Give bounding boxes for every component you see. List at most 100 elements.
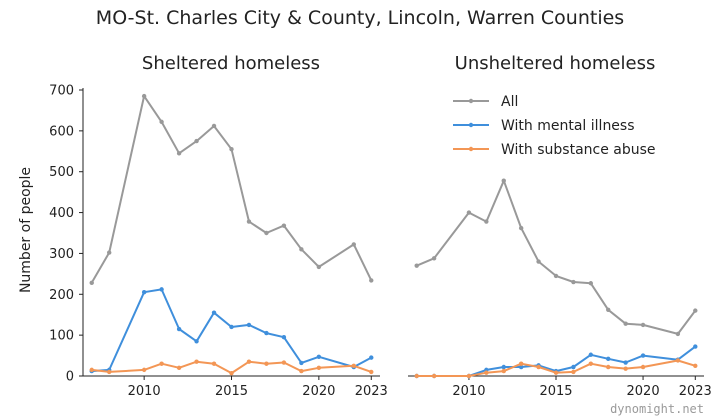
data-point-with-mental-illness (247, 323, 251, 327)
data-point-all (536, 259, 540, 263)
data-point-all (502, 179, 506, 183)
data-point-with-substance-abuse (554, 371, 558, 375)
data-point-with-substance-abuse (676, 358, 680, 362)
series-lines-sheltered (90, 94, 374, 375)
data-point-with-mental-illness (589, 353, 593, 357)
data-point-with-mental-illness (194, 339, 198, 343)
data-point-with-substance-abuse (194, 360, 198, 364)
data-point-with-substance-abuse (606, 365, 610, 369)
data-point-with-mental-illness (317, 355, 321, 359)
data-point-with-substance-abuse (229, 371, 233, 375)
x-tick-label: 2015 (539, 384, 572, 399)
data-point-with-substance-abuse (317, 366, 321, 370)
data-point-with-mental-illness (693, 344, 697, 348)
data-point-all (299, 247, 303, 251)
watermark: dynomight.net (610, 402, 704, 416)
data-point-with-substance-abuse (571, 370, 575, 374)
series-line-all-unsheltered (417, 181, 696, 334)
data-point-all (142, 94, 146, 98)
data-point-with-substance-abuse (90, 368, 94, 372)
data-point-all (432, 256, 436, 260)
panel-title-unsheltered: Unsheltered homeless (455, 53, 656, 74)
legend-marker-with-substance-abuse (469, 147, 473, 151)
legend: All With mental illness With substance abu… (453, 94, 656, 158)
x-ticks-sheltered: 2010 2015 2020 2023 (128, 376, 388, 399)
data-point-all (107, 250, 111, 254)
series-line-all-sheltered (92, 96, 372, 283)
data-point-all (229, 147, 233, 151)
data-point-with-substance-abuse (264, 362, 268, 366)
data-point-with-substance-abuse (623, 366, 627, 370)
series-line-with-mental-illness-sheltered (92, 289, 372, 371)
data-point-all (554, 274, 558, 278)
data-point-all (352, 242, 356, 246)
data-point-all (519, 226, 523, 230)
data-point-with-substance-abuse (641, 365, 645, 369)
data-point-with-mental-illness (299, 361, 303, 365)
data-point-with-substance-abuse (502, 369, 506, 373)
y-tick-label: 0 (66, 370, 74, 385)
x-tick-label: 2010 (452, 384, 485, 399)
data-point-all (641, 323, 645, 327)
y-tick-label: 100 (49, 329, 74, 344)
data-point-with-mental-illness (177, 327, 181, 331)
data-point-all (676, 332, 680, 336)
data-point-with-substance-abuse (282, 360, 286, 364)
data-point-with-mental-illness (229, 325, 233, 329)
panel-sheltered: Sheltered homeless Number of people 0 100… (18, 53, 388, 399)
data-point-all (264, 231, 268, 235)
x-tick-label: 2015 (215, 384, 248, 399)
data-point-with-substance-abuse (484, 371, 488, 375)
panel-title-sheltered: Sheltered homeless (142, 53, 320, 74)
data-point-with-substance-abuse (415, 374, 419, 378)
data-point-with-substance-abuse (467, 374, 471, 378)
data-point-with-mental-illness (369, 355, 373, 359)
data-point-with-substance-abuse (519, 362, 523, 366)
data-point-with-substance-abuse (142, 368, 146, 372)
data-point-all (369, 278, 373, 282)
legend-marker-with-mental-illness (469, 123, 473, 127)
data-point-all (247, 219, 251, 223)
x-tick-label: 2020 (302, 384, 335, 399)
data-point-all (194, 139, 198, 143)
legend-label-all: All (501, 94, 518, 110)
data-point-all (606, 308, 610, 312)
x-tick-label: 2010 (128, 384, 161, 399)
data-point-all (623, 322, 627, 326)
data-point-all (484, 219, 488, 223)
legend-label-with-mental-illness: With mental illness (501, 118, 635, 134)
y-tick-label: 500 (49, 165, 74, 180)
legend-marker-all (469, 99, 473, 103)
data-point-with-substance-abuse (589, 362, 593, 366)
data-point-with-substance-abuse (536, 365, 540, 369)
data-point-with-mental-illness (264, 331, 268, 335)
data-point-with-substance-abuse (107, 370, 111, 374)
data-point-all (90, 281, 94, 285)
x-tick-label: 2023 (679, 384, 712, 399)
data-point-with-substance-abuse (177, 366, 181, 370)
x-tick-label: 2023 (355, 384, 388, 399)
data-point-with-substance-abuse (299, 369, 303, 373)
panel-unsheltered: Unsheltered homeless 2010 2015 2020 2023 (408, 53, 712, 399)
legend-label-with-substance-abuse: With substance abuse (501, 142, 656, 158)
data-point-all (467, 210, 471, 214)
data-point-with-substance-abuse (432, 374, 436, 378)
x-ticks-unsheltered: 2010 2015 2020 2023 (452, 376, 711, 399)
data-point-all (571, 280, 575, 284)
data-point-all (282, 223, 286, 227)
data-point-with-mental-illness (142, 290, 146, 294)
y-tick-label: 400 (49, 206, 74, 221)
y-tick-label: 200 (49, 288, 74, 303)
y-ticks-sheltered: 0 100 200 300 400 500 600 700 (49, 84, 83, 385)
data-point-with-mental-illness (212, 310, 216, 314)
data-point-with-mental-illness (641, 353, 645, 357)
data-point-all (415, 263, 419, 267)
y-tick-label: 700 (49, 84, 74, 99)
data-point-all (693, 308, 697, 312)
data-point-all (317, 265, 321, 269)
x-tick-label: 2020 (627, 384, 660, 399)
y-tick-label: 600 (49, 124, 74, 139)
y-axis-label: Number of people (18, 167, 34, 293)
data-point-all (177, 151, 181, 155)
